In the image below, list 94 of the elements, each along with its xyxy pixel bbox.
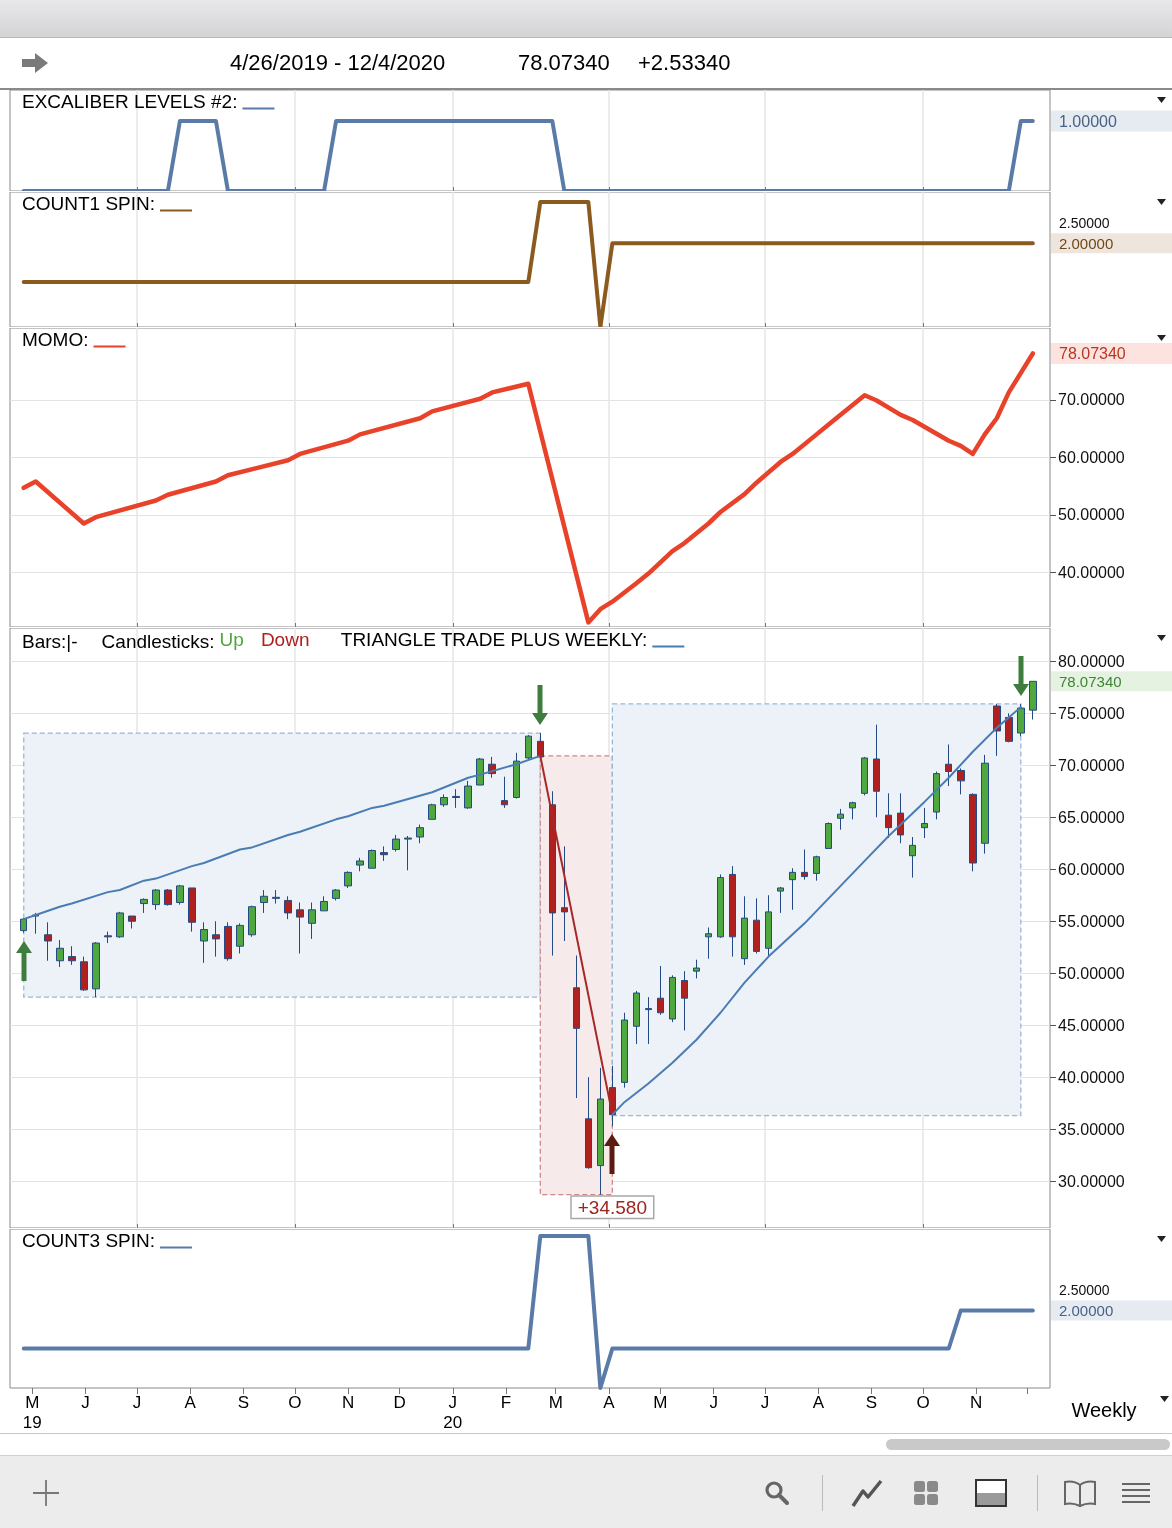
- annotation: 1.00000: [1059, 112, 1117, 130]
- annotation: 2.00000: [1059, 1301, 1114, 1319]
- annotation: +34.580: [577, 1196, 647, 1218]
- y-tick-label: 60.00000: [1058, 860, 1125, 878]
- text: Up: [219, 629, 244, 650]
- candlestick: [801, 848, 808, 881]
- candlestick: [621, 1012, 628, 1089]
- x-tick-label: S: [237, 1392, 250, 1412]
- y-tick-label: 70.00000: [1058, 391, 1125, 409]
- candlestick: [813, 855, 820, 882]
- y-tick-label: 30.00000: [1058, 1172, 1125, 1190]
- candlestick: [693, 959, 700, 979]
- text: 2.50000: [1059, 1282, 1110, 1299]
- candlestick: [837, 808, 844, 831]
- candlestick: [585, 1076, 592, 1170]
- candlestick: [633, 990, 640, 1045]
- x-tick-label: A: [184, 1392, 197, 1412]
- y-tick-label: 35.00000: [1058, 1120, 1125, 1138]
- legend-label: COUNT3 SPIN:: [21, 1230, 156, 1251]
- candlestick: [765, 894, 772, 958]
- candlestick: [549, 790, 556, 957]
- candlestick: [789, 867, 796, 911]
- candlestick: [1029, 680, 1037, 721]
- candlestick: [657, 965, 664, 1016]
- x-tick-label: A: [812, 1392, 825, 1412]
- x-tick-label: N: [341, 1392, 355, 1412]
- x-tick-label: S: [865, 1392, 878, 1412]
- legend-title: Candlesticks:: [101, 630, 215, 652]
- x-tick-label: J 20: [443, 1392, 463, 1432]
- text: 78.07340: [1059, 672, 1122, 690]
- x-tick-label: N: [970, 1392, 983, 1412]
- candlestick: [873, 724, 880, 818]
- legend-label: MOMO:: [21, 329, 89, 350]
- x-tick-label: J: [132, 1392, 142, 1412]
- annotation: Bars:|-: [22, 630, 78, 652]
- candlestick: [993, 703, 1001, 757]
- annotation: 2.00000: [1059, 234, 1114, 252]
- text: +2.53340: [638, 49, 731, 77]
- candlestick: [573, 955, 580, 1099]
- y-tick-label: 65.00000: [1058, 808, 1125, 826]
- candlestick: [861, 756, 868, 796]
- y-tick-label: 40.00000: [1058, 1068, 1125, 1086]
- candlestick: [777, 886, 784, 914]
- legend-label: TRIANGLE TRADE PLUS WEEKLY:: [340, 629, 648, 650]
- x-tick-label: O: [288, 1392, 302, 1412]
- data-label: 78.07340: [1059, 344, 1126, 362]
- candlestick: [909, 836, 916, 879]
- x-tick-label: J: [709, 1392, 718, 1412]
- candlestick: [717, 873, 724, 939]
- x-tick-label: M 19: [22, 1392, 42, 1432]
- candlestick: [705, 926, 712, 960]
- candlestick: [945, 743, 952, 787]
- y-tick-label: 80.00000: [1058, 652, 1125, 670]
- candlestick: [561, 845, 568, 942]
- text: 78.07340: [518, 49, 610, 77]
- y-tick-label: 55.00000: [1058, 912, 1125, 930]
- text: Down: [260, 629, 310, 650]
- candlestick: [645, 996, 652, 1045]
- candlestick: [957, 767, 965, 795]
- text: Weekly: [1070, 1398, 1138, 1423]
- candlestick: [681, 970, 688, 1031]
- x-tick-label: M: [548, 1392, 563, 1412]
- candlestick: [981, 754, 989, 855]
- y-tick-label: 50.00000: [1058, 506, 1125, 524]
- candlestick: [1005, 712, 1013, 743]
- x-tick-label: J: [81, 1392, 90, 1412]
- candlestick: [825, 821, 832, 849]
- text: 4/26/2019 - 12/4/2020: [230, 49, 446, 77]
- legend-label: EXCALIBER LEVELS #2:: [21, 91, 238, 112]
- y-tick-label: 50.00000: [1058, 964, 1125, 982]
- y-tick-label: 75.00000: [1058, 704, 1125, 722]
- candlestick: [741, 895, 748, 966]
- x-tick-label: D: [393, 1392, 406, 1412]
- x-tick-label: O: [916, 1392, 930, 1412]
- candlestick: [1017, 703, 1025, 737]
- candlestick: [597, 1067, 604, 1196]
- line-series: [21, 351, 1036, 625]
- y-tick-label: 60.00000: [1058, 448, 1125, 466]
- candlestick: [969, 792, 977, 872]
- x-tick-label: M: [653, 1392, 668, 1412]
- candlestick: [729, 865, 736, 958]
- legend-label: COUNT1 SPIN:: [21, 193, 156, 214]
- text: 2.50000: [1059, 215, 1110, 232]
- y-tick-label: 40.00000: [1058, 563, 1125, 581]
- candlestick: [849, 801, 856, 820]
- candlestick: [921, 807, 928, 839]
- candlestick: [933, 771, 940, 820]
- y-tick-label: 45.00000: [1058, 1016, 1125, 1034]
- candlestick: [753, 897, 760, 954]
- x-tick-label: A: [603, 1392, 616, 1412]
- candlestick: [669, 974, 676, 1023]
- x-tick-label: J: [760, 1392, 770, 1412]
- x-tick-label: F: [500, 1392, 512, 1412]
- y-tick-label: 70.00000: [1058, 756, 1125, 774]
